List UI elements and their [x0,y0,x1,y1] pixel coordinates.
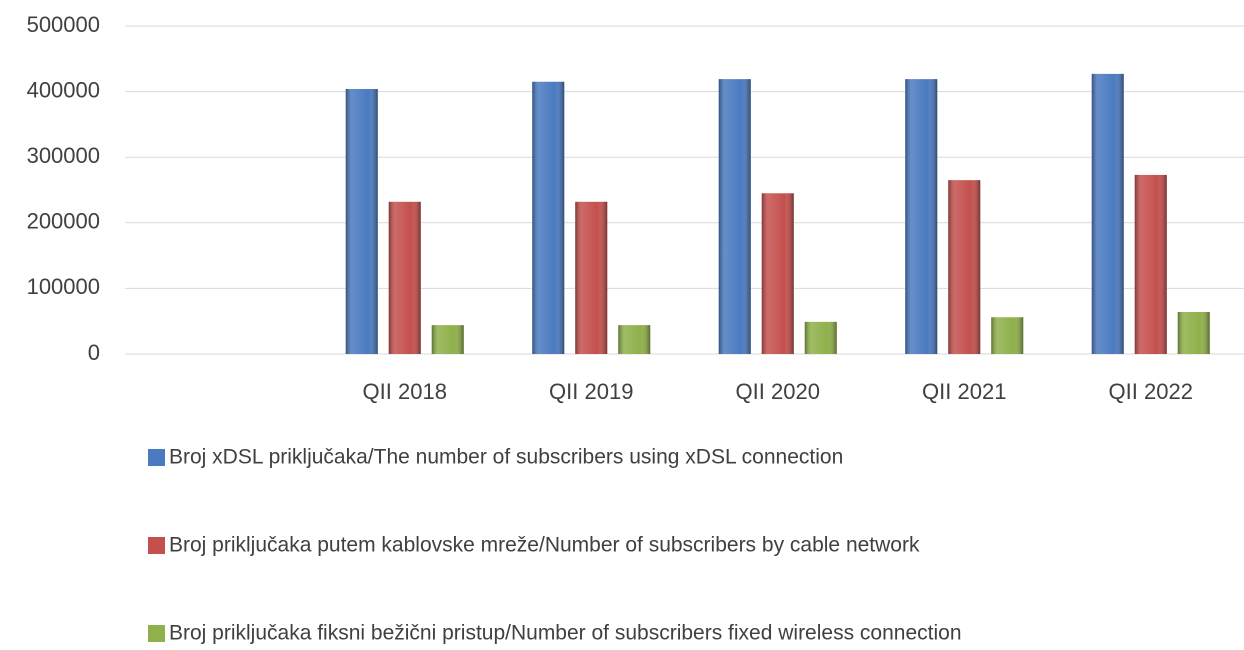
bar [804,321,837,354]
y-tick-label: 500000 [27,12,100,37]
bar [1177,312,1210,354]
x-tick-label: QII 2018 [363,379,447,404]
x-tick-label: QII 2020 [736,379,820,404]
bar [905,79,938,355]
bar [718,79,751,355]
y-tick-label: 400000 [27,77,100,102]
bar [575,201,608,354]
bar [388,201,421,354]
legend-label: Broj priključaka fiksni bežični pristup/… [169,622,962,645]
bar [345,88,378,354]
legend-marker [148,625,165,642]
y-tick-label: 200000 [27,209,100,234]
bar [1091,73,1124,354]
bar [1134,174,1167,354]
x-tick-label: QII 2019 [549,379,633,404]
legend-marker [148,449,165,466]
bar [431,325,464,354]
bar [761,193,794,354]
y-tick-label: 300000 [27,143,100,168]
legend-label: Broj xDSL priključaka/The number of subs… [169,446,843,469]
y-tick-label: 0 [88,340,100,365]
x-tick-label: QII 2021 [922,379,1006,404]
legend-marker [148,537,165,554]
bar [948,180,981,354]
bar [532,81,565,354]
x-tick-label: QII 2022 [1109,379,1193,404]
legend-label: Broj priključaka putem kablovske mreže/N… [169,534,920,557]
bar [991,317,1024,354]
bar [618,325,651,354]
y-tick-label: 100000 [27,274,100,299]
